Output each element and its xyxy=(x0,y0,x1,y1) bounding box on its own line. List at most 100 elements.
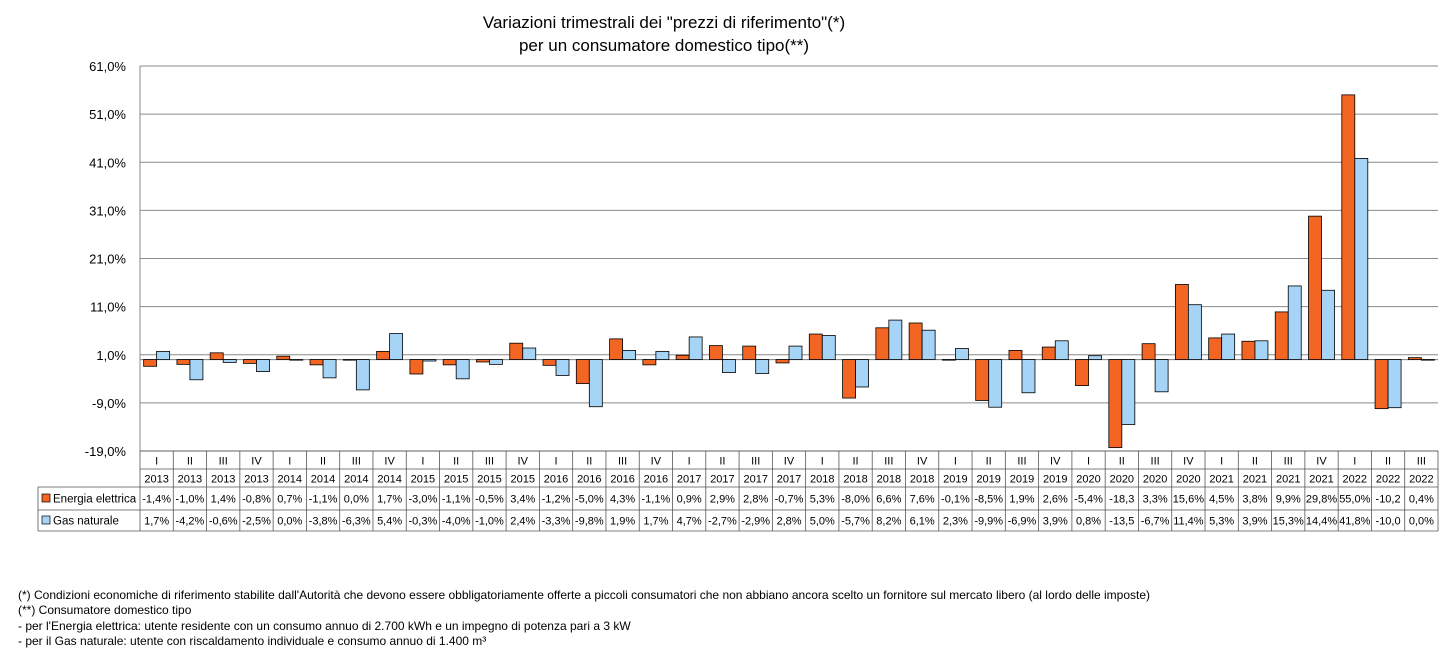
data-label: -5,0% xyxy=(575,494,604,506)
data-label: 0,0% xyxy=(1409,516,1434,528)
data-label: -13,5 xyxy=(1109,516,1134,528)
bar-energia-elettrica xyxy=(975,359,990,401)
year-label: 2016 xyxy=(544,474,568,486)
data-label: -1,1% xyxy=(641,494,670,506)
bar-gas-naturale xyxy=(588,359,603,408)
bar-gas-naturale xyxy=(1321,289,1335,360)
bar-gas-naturale xyxy=(855,359,869,388)
quarter-label: III xyxy=(751,456,760,468)
bar-energia-elettrica xyxy=(176,359,191,365)
bar-energia-elettrica xyxy=(143,359,158,367)
data-label: 1,7% xyxy=(144,516,169,528)
bar-energia-elettrica xyxy=(1208,337,1223,360)
data-table: I2013II2013III2013IV2013I2014II2014III20… xyxy=(37,450,1439,532)
year-label: 2013 xyxy=(244,474,268,486)
quarter-label: I xyxy=(288,456,291,468)
year-label: 2021 xyxy=(1276,474,1300,486)
year-label: 2018 xyxy=(877,474,901,486)
bar-gas-naturale xyxy=(655,350,670,360)
quarter-label: I xyxy=(155,456,158,468)
quarter-label: III xyxy=(1284,456,1293,468)
bar-energia-elettrica xyxy=(575,359,590,385)
bar-gas-naturale xyxy=(355,359,370,391)
legend-key-gas-naturale xyxy=(41,515,51,525)
year-label: 2015 xyxy=(511,474,535,486)
data-label: 2,8% xyxy=(743,494,768,506)
data-label: 6,6% xyxy=(876,494,901,506)
quarter-label: I xyxy=(954,456,957,468)
year-label: 2020 xyxy=(1110,474,1134,486)
bar-gas-naturale xyxy=(422,359,437,362)
bar-gas-naturale xyxy=(1054,340,1069,360)
data-label: 0,0% xyxy=(344,494,369,506)
year-label: 2016 xyxy=(610,474,634,486)
bar-gas-naturale xyxy=(1221,333,1236,360)
y-tick-label: 1,0% xyxy=(96,348,126,363)
data-label: -3,3% xyxy=(542,516,571,528)
data-label: 11,4% xyxy=(1173,516,1204,528)
bar-energia-elettrica xyxy=(1407,357,1422,360)
data-label: -0,1% xyxy=(941,494,970,506)
bar-energia-elettrica xyxy=(342,359,357,361)
data-label: 4,3% xyxy=(610,494,635,506)
y-tick-label: 11,0% xyxy=(90,300,126,315)
bar-energia-elettrica xyxy=(1174,284,1189,360)
bar-gas-naturale xyxy=(722,359,736,373)
bar-gas-naturale xyxy=(389,333,404,360)
bar-gas-naturale xyxy=(1287,285,1302,360)
data-label: -4,2% xyxy=(176,516,205,528)
year-label: 2021 xyxy=(1209,474,1233,486)
bar-gas-naturale xyxy=(1088,355,1102,360)
bar-gas-naturale xyxy=(955,348,969,360)
footnote-prices: (*) Condizioni economiche di riferimento… xyxy=(18,588,1151,602)
data-label: 0,9% xyxy=(677,494,702,506)
data-label: 1,9% xyxy=(610,516,635,528)
bar-gas-naturale xyxy=(921,329,936,360)
bar-energia-elettrica xyxy=(276,355,291,360)
year-label: 2022 xyxy=(1409,474,1433,486)
year-label: 2018 xyxy=(810,474,834,486)
quarter-label: III xyxy=(618,456,627,468)
bar-gas-naturale xyxy=(156,350,171,360)
year-label: 2020 xyxy=(1176,474,1200,486)
bar-gas-naturale xyxy=(189,359,204,381)
data-label: -0,6% xyxy=(209,516,238,528)
quarter-label: II xyxy=(453,456,459,468)
quarter-label: I xyxy=(554,456,557,468)
year-label: 2021 xyxy=(1243,474,1267,486)
bar-gas-naturale xyxy=(1021,359,1036,394)
year-label: 2016 xyxy=(577,474,601,486)
year-label: 2017 xyxy=(777,474,801,486)
year-label: 2020 xyxy=(1076,474,1100,486)
quarter-label: II xyxy=(187,456,193,468)
year-label: 2015 xyxy=(444,474,468,486)
grid xyxy=(139,65,1438,452)
y-tick-label: 31,0% xyxy=(89,203,126,218)
quarter-label: II xyxy=(1119,456,1125,468)
year-label: 2020 xyxy=(1143,474,1167,486)
bar-energia-elettrica xyxy=(808,333,823,360)
quarter-label: IV xyxy=(1183,456,1194,468)
data-label: 5,0% xyxy=(810,516,835,528)
y-tick-label: 51,0% xyxy=(89,107,126,122)
quarter-label: IV xyxy=(784,456,795,468)
data-label: 7,6% xyxy=(910,494,935,506)
quarter-label: III xyxy=(352,456,361,468)
year-label: 2015 xyxy=(477,474,501,486)
data-label: 8,2% xyxy=(876,516,901,528)
bar-energia-elettrica xyxy=(542,359,557,366)
data-label: -1,2% xyxy=(542,494,571,506)
bar-gas-naturale xyxy=(1420,359,1435,361)
data-label: 15,3% xyxy=(1273,516,1304,528)
bar-energia-elettrica xyxy=(675,354,690,360)
bar-energia-elettrica xyxy=(376,350,391,360)
bar-gas-naturale xyxy=(988,359,1003,408)
data-label: -2,9% xyxy=(741,516,770,528)
year-label: 2022 xyxy=(1343,474,1367,486)
bar-energia-elettrica xyxy=(309,359,324,366)
footnote-electricity: - per l'Energia elettrica: utente reside… xyxy=(18,618,631,633)
quarter-label: III xyxy=(1151,456,1160,468)
quarter-label: IV xyxy=(251,456,262,468)
quarter-label: IV xyxy=(384,456,395,468)
bar-gas-naturale xyxy=(489,359,503,365)
